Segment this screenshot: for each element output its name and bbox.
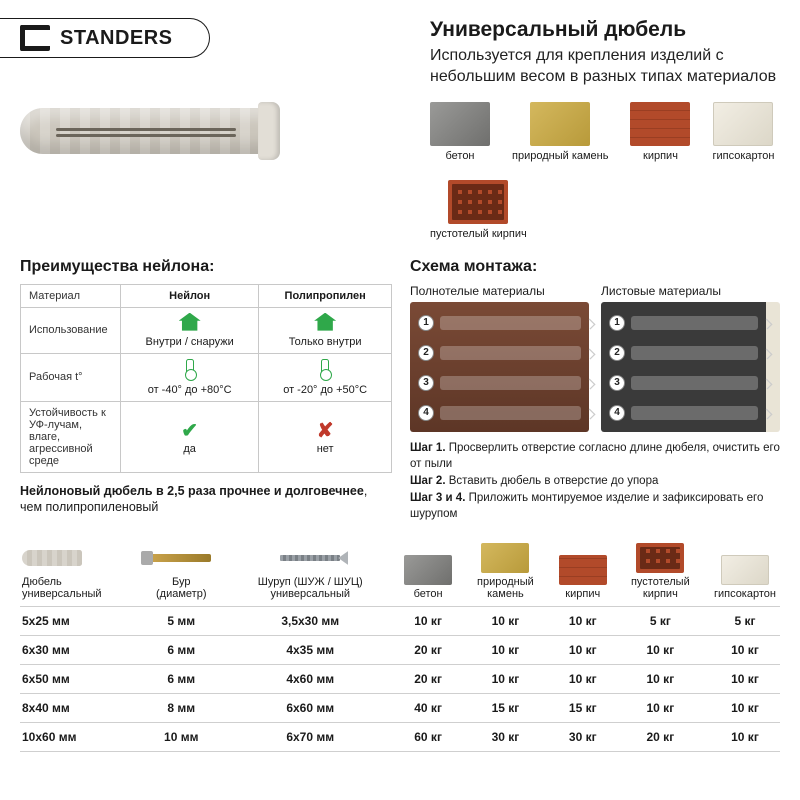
table-row: 8х40 мм8 мм6х60 мм40 кг15 кг15 кг10 кг10… (20, 693, 780, 722)
brick-icon (559, 555, 607, 585)
material-gypsum: гипсокартон (712, 102, 774, 162)
step-badge: 4 (418, 405, 434, 421)
house-icon (314, 313, 336, 331)
stone-icon (481, 543, 529, 573)
table-row: 6х50 мм6 мм4х60 мм20 кг10 кг10 кг10 кг10… (20, 664, 780, 693)
gypsum-icon (713, 102, 773, 146)
concrete-icon (404, 555, 452, 585)
page-subtitle: Используется для крепления изделий с неб… (430, 46, 780, 88)
screw-icon (280, 555, 340, 561)
step-badge: 2 (609, 345, 625, 361)
gypsum-icon (721, 555, 769, 585)
scheme-solid-diagram: 1 2 3 4 (410, 302, 589, 432)
table-row: 5х25 мм5 мм3,5х30 мм10 кг10 кг10 кг5 кг5… (20, 606, 780, 635)
stone-icon (530, 102, 590, 146)
material-concrete: бетон (430, 102, 490, 162)
table-header-row: Дюбель универсальный Бур (диаметр) Шуруп… (20, 537, 780, 607)
hollow-brick-icon (448, 180, 508, 224)
comparison-table: Материал Нейлон Полипропилен Использован… (20, 284, 392, 473)
material-hollow-brick: пустотелый кирпич (430, 180, 527, 240)
concrete-icon (430, 102, 490, 146)
product-image (20, 78, 300, 183)
material-brick: кирпич (630, 102, 690, 162)
brand-name: STANDERS (60, 27, 173, 50)
step-badge: 3 (609, 375, 625, 391)
brick-icon (630, 102, 690, 146)
scheme-solid: Полнотелые материалы 1 2 3 4 (410, 284, 589, 432)
table-row: 6х30 мм6 мм4х35 мм20 кг10 кг10 кг10 кг10… (20, 635, 780, 664)
page-title: Универсальный дюбель (430, 18, 780, 42)
advantages-note: Нейлоновый дюбель в 2,5 раза прочнее и д… (20, 483, 392, 517)
load-table: Дюбель универсальный Бур (диаметр) Шуруп… (20, 537, 780, 752)
materials-grid: бетон природный камень кирпич гипсокарто… (430, 102, 780, 240)
brand-logo-icon (20, 25, 50, 51)
scheme-sheet: Листовые материалы 1 2 3 4 (601, 284, 780, 432)
advantages-title: Преимущества нейлона: (20, 258, 392, 276)
step-badge: 1 (418, 315, 434, 331)
step-badge: 2 (418, 345, 434, 361)
step-badge: 1 (609, 315, 625, 331)
cross-icon: ✘ (317, 420, 334, 442)
thermometer-icon (186, 359, 194, 379)
scheme-sheet-diagram: 1 2 3 4 (601, 302, 780, 432)
check-icon: ✔ (181, 420, 198, 442)
material-stone: природный камень (512, 102, 608, 162)
step-badge: 4 (609, 405, 625, 421)
house-icon (179, 313, 201, 331)
table-row: 10х60 мм10 мм6х70 мм60 кг30 кг30 кг20 кг… (20, 722, 780, 751)
scheme-steps: Шаг 1. Просверлить отверстие согласно дл… (410, 440, 780, 523)
drill-icon (151, 554, 211, 562)
thermometer-icon (321, 359, 329, 379)
dowel-icon (22, 550, 82, 566)
scheme-title: Схема монтажа: (410, 258, 780, 276)
step-badge: 3 (418, 375, 434, 391)
brand-badge: STANDERS (0, 18, 210, 58)
hollow-brick-icon (636, 543, 684, 573)
